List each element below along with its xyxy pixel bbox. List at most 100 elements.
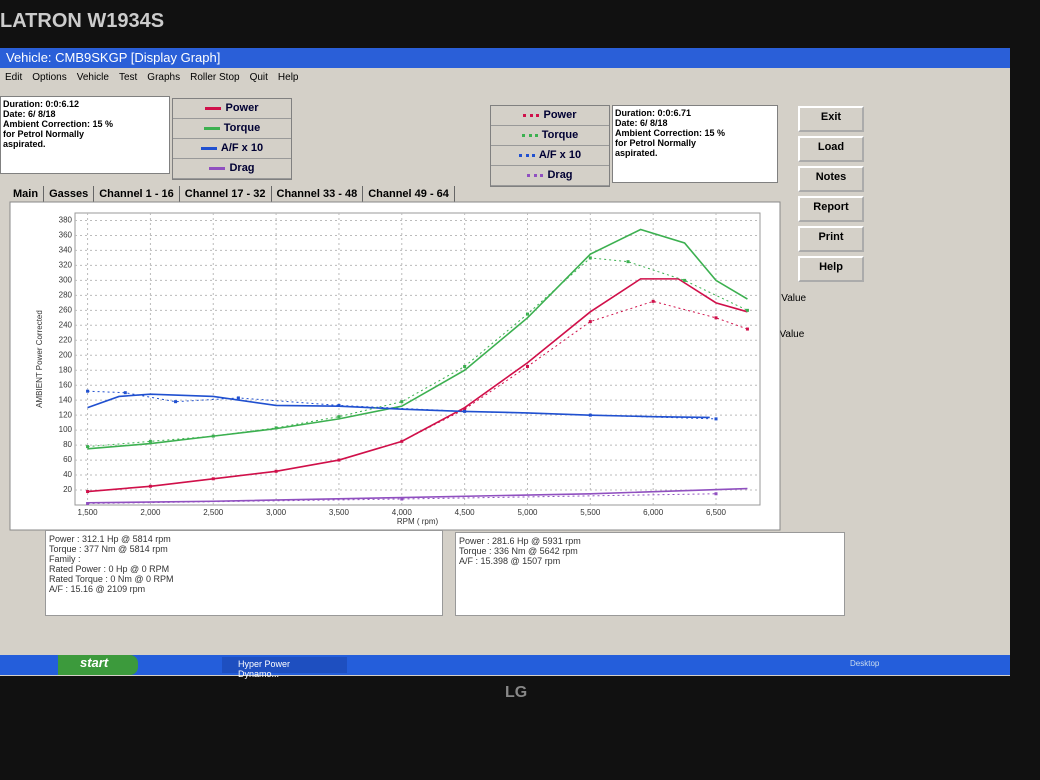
legend-label: Torque: [223, 122, 261, 134]
legend-swatch: [205, 106, 222, 110]
info-line: Date: 6/ 8/18: [615, 118, 668, 128]
point: [400, 497, 404, 501]
y-tick-label: 280: [59, 290, 73, 299]
x-tick-label: 3,000: [266, 508, 287, 517]
info-line: Ambient Correction: 15 %: [615, 128, 726, 138]
tab[interactable]: Channel 17 - 32: [180, 186, 272, 202]
point: [337, 458, 341, 462]
info-line: aspirated.: [615, 148, 658, 158]
y-tick-label: 20: [63, 485, 72, 494]
button[interactable]: Exit: [798, 106, 864, 132]
x-value-label: X Value: [770, 329, 805, 340]
legend-label: Drag: [547, 169, 573, 181]
x-tick-label: 2,500: [203, 508, 224, 517]
y-tick-label: 360: [59, 231, 73, 240]
y-tick-label: 100: [59, 425, 73, 434]
summary-line: Power : 281.6 Hp @ 5931 rpm: [459, 536, 581, 546]
menu-item[interactable]: Quit: [249, 72, 268, 83]
legend-swatch: [518, 153, 535, 157]
x-tick-label: 4,000: [392, 508, 413, 517]
menu-item[interactable]: Options: [32, 72, 67, 83]
y-tick-label: 340: [59, 246, 73, 255]
legend-entry: Torque: [173, 119, 291, 139]
x-tick-label: 3,500: [329, 508, 350, 517]
y-value-label: Y Value: [772, 293, 807, 304]
summary-line: A/F : 15.398 @ 1507 rpm: [459, 556, 561, 566]
summary-line: Rated Torque : 0 Nm @ 0 RPM: [49, 574, 174, 584]
point: [274, 426, 278, 430]
y-tick-label: 160: [59, 380, 73, 389]
point: [337, 403, 341, 407]
menu-item[interactable]: Test: [118, 72, 138, 83]
info-left: Duration: 0:0:6.12 Date: 6/ 8/18 Ambient C…: [0, 96, 170, 174]
summary-line: Torque : 336 Nm @ 5642 rpm: [459, 546, 578, 556]
point: [683, 278, 687, 282]
y-tick-label: 140: [59, 395, 73, 404]
y-tick-label: 200: [59, 350, 73, 359]
legend-label: A/F x 10: [538, 149, 582, 161]
legend-label: Torque: [541, 129, 579, 141]
point: [714, 417, 718, 421]
menu-item[interactable]: Graphs: [147, 72, 181, 83]
point: [714, 492, 718, 496]
button[interactable]: Help: [798, 256, 864, 282]
tab[interactable]: Channel 1 - 16: [94, 186, 180, 202]
button[interactable]: Report: [798, 196, 864, 222]
summary-line: A/F : 15.16 @ 2109 rpm: [49, 584, 146, 594]
y-tick-label: 80: [63, 440, 72, 449]
button[interactable]: Load: [798, 136, 864, 162]
point: [463, 364, 467, 368]
x-tick-label: 1,500: [78, 508, 99, 517]
task-item[interactable]: Hyper Power Dynamo...: [222, 657, 347, 679]
menu-item[interactable]: Vehicle: [76, 72, 109, 83]
point: [651, 299, 655, 303]
series-line: [87, 390, 717, 420]
tray: Desktop: [850, 659, 880, 668]
series-line: [87, 393, 710, 419]
title-bar: Vehicle: CMB9SKGP [Display Graph]: [0, 48, 1010, 68]
logo: LG: [505, 684, 528, 701]
tab[interactable]: Channel 33 - 48: [272, 186, 364, 202]
info-line: Date: 6/ 8/18: [3, 109, 56, 119]
start-button[interactable]: start: [58, 655, 138, 675]
legend-label: Power: [225, 102, 259, 114]
menu-item[interactable]: Help: [277, 72, 299, 83]
x-tick-label: 2,000: [140, 508, 161, 517]
button[interactable]: Notes: [798, 166, 864, 192]
tab[interactable]: Gasses: [44, 186, 95, 202]
legend-swatch: [203, 126, 220, 130]
point: [525, 312, 529, 316]
tab-bar: Main Gasses Channel 1 - 16 Channel 17 - 32 C…: [8, 184, 528, 202]
tab[interactable]: Main: [8, 186, 45, 202]
y-tick-label: 120: [59, 410, 73, 419]
series-line: [87, 257, 748, 448]
point: [123, 391, 127, 395]
summary-line: Rated Power : 0 Hp @ 0 RPM: [49, 564, 170, 574]
y-tick-label: 240: [59, 320, 73, 329]
y-tick-label: 220: [59, 335, 73, 344]
x-tick-label: 4,500: [455, 508, 476, 517]
point: [745, 327, 749, 331]
x-axis-label: RPM ( rpm): [397, 517, 439, 526]
legend-entry: Torque: [491, 126, 609, 146]
info-line: for Petrol Normally: [615, 138, 697, 148]
legend-run2: Power Torque A/F x 10 Drag: [490, 105, 610, 187]
point: [714, 316, 718, 320]
x-tick-label: 6,500: [706, 508, 727, 517]
point: [148, 439, 152, 443]
plot-area: [74, 212, 761, 506]
summary-right: Power : 281.6 Hp @ 5931 rpm Torque : 336 …: [455, 532, 845, 616]
point: [86, 389, 90, 393]
brand: LATRON W1934S: [0, 10, 165, 32]
point: [745, 308, 749, 312]
x-tick-label: 6,000: [643, 508, 664, 517]
tab[interactable]: Channel 49 - 64: [363, 186, 455, 202]
button[interactable]: Print: [798, 226, 864, 252]
button-column: Exit Load Notes Report Print Help: [798, 106, 868, 286]
info-line: Duration: 0:0:6.71: [615, 108, 692, 118]
point: [148, 484, 152, 488]
menu-item[interactable]: Edit: [5, 72, 23, 83]
legend-entry: Power: [173, 99, 291, 119]
menu-item[interactable]: Roller Stop: [190, 72, 240, 83]
